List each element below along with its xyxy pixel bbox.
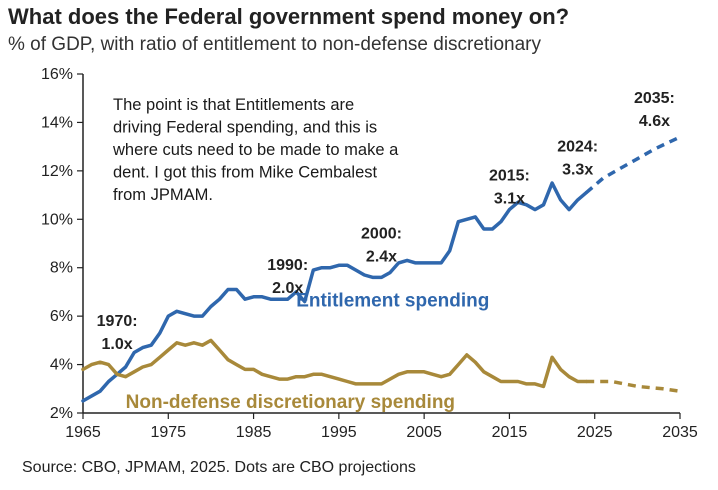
x-tick-label: 1965	[65, 424, 101, 441]
entitlement-series-label: Entitlement spending	[296, 290, 489, 311]
ratio-year-label: 2024:	[557, 138, 598, 155]
x-tick-label: 1995	[321, 424, 357, 441]
ratio-year-label: 2015:	[489, 168, 530, 185]
ratio-value-label: 3.3x	[562, 161, 593, 178]
y-tick-label: 6%	[50, 308, 73, 325]
chart-subtitle: % of GDP, with ratio of entitlement to n…	[8, 34, 541, 55]
ratio-year-label: 2000:	[361, 226, 402, 243]
y-tick-label: 12%	[41, 163, 73, 180]
y-tick-label: 8%	[50, 260, 73, 277]
ratio-value-label: 1.0x	[102, 336, 133, 353]
y-tick-label: 16%	[41, 66, 73, 83]
note-line: The point is that Entitlements are	[113, 96, 354, 114]
nondefense-series-line	[81, 338, 588, 389]
entitlement-series-line	[81, 181, 588, 403]
ratio-year-label: 1970:	[97, 313, 138, 330]
note-line: dent. I got this from Mike Cembalest	[113, 164, 378, 182]
x-tick-label: 1985	[236, 424, 272, 441]
axes: 2% 4% 6% 8% 10% 12% 14% 16% 1965 1975 1985 1995 2005…	[41, 66, 698, 441]
source-note: Source: CBO, JPMAM, 2025. Dots are CBO p…	[22, 459, 416, 476]
ratio-value-label: 3.1x	[494, 191, 525, 208]
x-tick-label: 2015	[492, 424, 528, 441]
ratio-year-label: 1990:	[267, 257, 308, 274]
y-tick-label: 14%	[41, 114, 73, 131]
x-tick-label: 2025	[577, 424, 613, 441]
commentary-note: The point is that Entitlements are drivin…	[112, 96, 399, 204]
ratio-value-label: 2.4x	[366, 249, 397, 266]
x-tick-label: 2035	[662, 424, 698, 441]
note-line: driving Federal spending, and this is	[113, 119, 377, 137]
nondefense-projection-line	[586, 379, 681, 393]
chart-title: What does the Federal government spend m…	[8, 4, 570, 29]
series-lines	[81, 135, 681, 403]
y-tick-label: 10%	[41, 211, 73, 228]
note-line: from JPMAM.	[113, 186, 213, 204]
nondefense-series-label: Non-defense discretionary spending	[126, 392, 455, 413]
ratio-value-label: 2.0x	[272, 280, 303, 297]
y-tick-label: 2%	[50, 405, 73, 422]
y-tick-label: 4%	[50, 357, 73, 374]
line-chart: 2% 4% 6% 8% 10% 12% 14% 16% 1965 1975 1985 1995 2005…	[41, 66, 698, 441]
note-line: where cuts need to be made to make a	[112, 141, 399, 159]
x-tick-label: 1975	[150, 424, 186, 441]
entitlement-projection-line	[585, 135, 681, 195]
ratio-value-label: 4.6x	[639, 113, 670, 130]
annotations: 1970: 1.0x 1990: 2.0x 2000: 2.4x 2015: 3.1x 2024…	[97, 90, 675, 413]
ratio-year-label: 2035:	[634, 90, 675, 107]
x-tick-label: 2005	[406, 424, 442, 441]
